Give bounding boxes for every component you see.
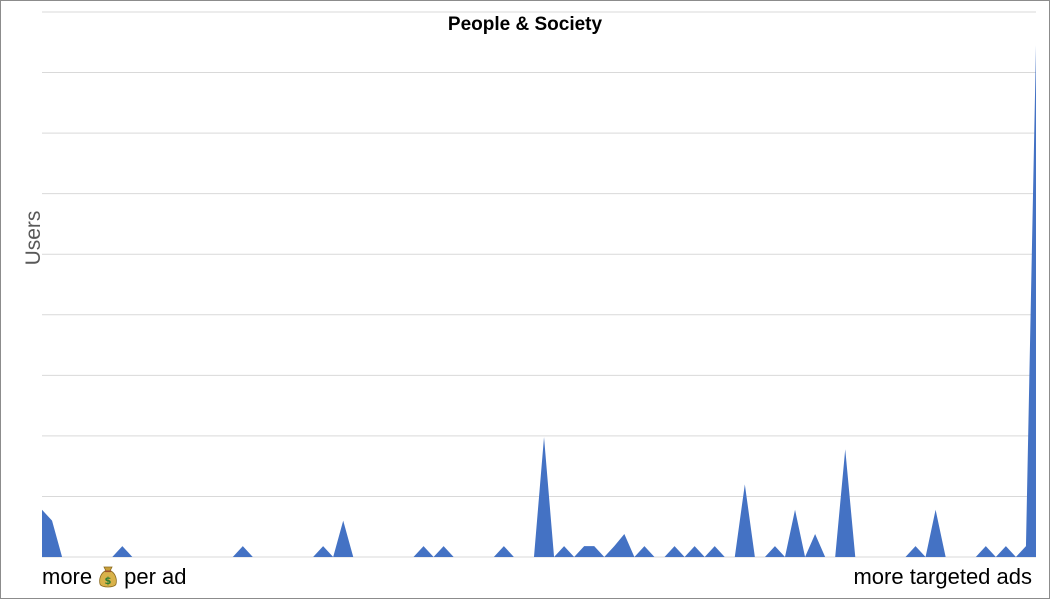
money-bag-icon: $ — [99, 566, 117, 588]
x-axis-left-suffix: per ad — [124, 564, 187, 589]
svg-text:$: $ — [105, 576, 112, 587]
area-series — [42, 45, 1036, 558]
series-area — [42, 45, 1036, 558]
chart-title: People & Society — [447, 14, 603, 35]
x-axis-right-label: more targeted ads — [853, 564, 1032, 589]
y-axis-label: Users — [22, 210, 45, 266]
x-axis-left-label: more $ per ad — [42, 564, 187, 590]
gridlines — [42, 11, 1036, 558]
x-axis-left-text: more — [42, 564, 93, 589]
